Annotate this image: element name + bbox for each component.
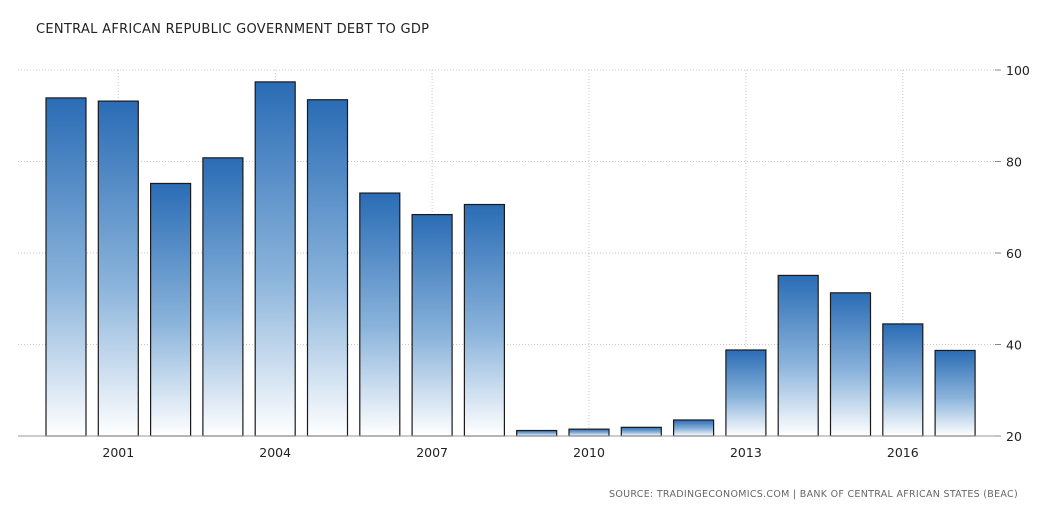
- x-tick-label: 2016: [887, 445, 919, 460]
- bar-2011: [620, 426, 662, 437]
- x-tick-label: 2010: [573, 445, 605, 460]
- chart-title: CENTRAL AFRICAN REPUBLIC GOVERNMENT DEBT…: [36, 22, 430, 37]
- bar-2015: [829, 292, 872, 437]
- bar-2012: [672, 419, 715, 437]
- y-tick-label: 80: [1006, 155, 1022, 170]
- y-tick-label: 60: [1006, 246, 1022, 261]
- y-tick-label: 100: [1006, 63, 1030, 78]
- x-axis: 2001 2004 2007 2010 2013 2016: [18, 435, 995, 460]
- x-tick-label: 2013: [730, 445, 762, 460]
- y-axis: 20 40 60 80 100: [995, 63, 1030, 444]
- bar-2017: [934, 349, 976, 437]
- bar-2003: [202, 157, 244, 437]
- x-tick-label: 2001: [102, 445, 134, 460]
- bar-2013: [725, 349, 767, 437]
- bar-2014: [777, 274, 819, 437]
- bar-2007: [411, 213, 453, 437]
- bar-2004: [254, 81, 296, 437]
- y-tick-label: 20: [1006, 429, 1022, 444]
- bar-2000: [45, 97, 87, 437]
- bar-2006: [359, 192, 401, 437]
- bar-2016: [882, 323, 924, 437]
- bar-2002: [150, 182, 192, 437]
- bars: [45, 81, 976, 437]
- bar-2001: [97, 100, 139, 437]
- source-note: SOURCE: TRADINGECONOMICS.COM | BANK OF C…: [608, 489, 1018, 500]
- bar-2009: [516, 429, 558, 437]
- bar-2005: [306, 99, 349, 437]
- y-tick-label: 40: [1006, 338, 1022, 353]
- x-tick-label: 2007: [416, 445, 448, 460]
- bar-2010: [568, 428, 610, 437]
- bar-2008: [463, 203, 505, 437]
- x-tick-label: 2004: [259, 445, 291, 460]
